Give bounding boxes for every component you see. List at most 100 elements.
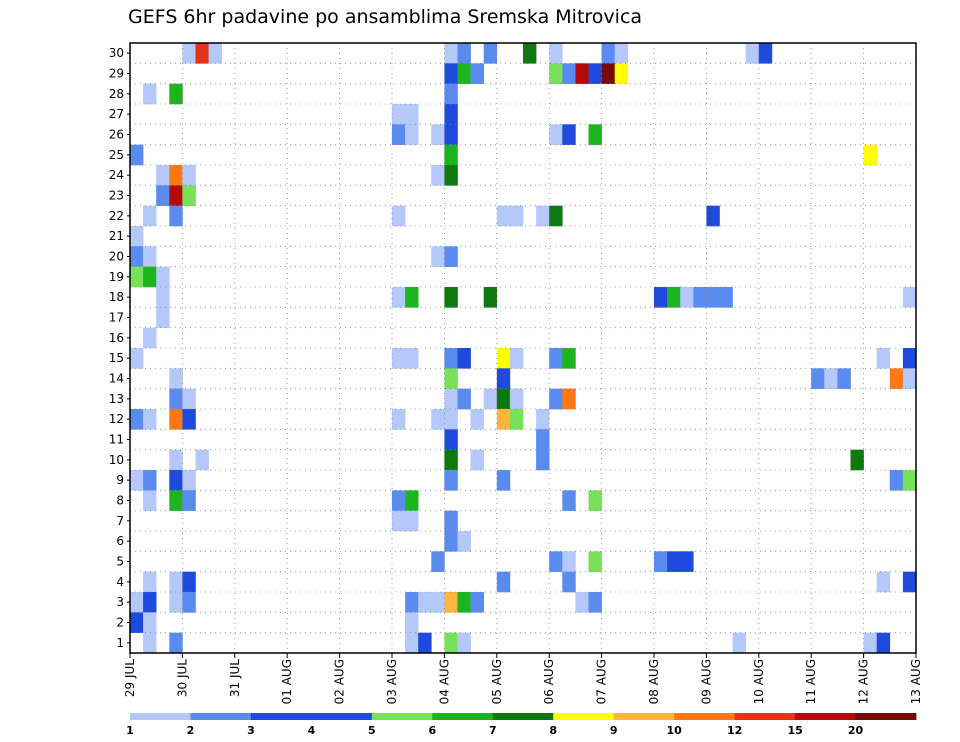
legend-label: 9 — [610, 724, 618, 737]
heatmap-cell — [496, 571, 511, 593]
heatmap-cell — [130, 246, 144, 267]
heatmap-cell — [169, 83, 183, 105]
heatmap-cell — [588, 124, 602, 145]
heatmap-cell — [130, 612, 144, 633]
heatmap-cell — [863, 144, 877, 166]
heatmap-cell — [182, 388, 196, 410]
heatmap-cell — [130, 470, 144, 491]
heatmap-cell — [444, 449, 458, 471]
legend-label: 10 — [667, 724, 683, 737]
y-tick-label: 3 — [116, 595, 124, 609]
heatmap-cell — [601, 63, 615, 84]
y-tick-label: 27 — [109, 107, 124, 121]
heatmap-cell — [758, 43, 773, 64]
heatmap-cell — [143, 246, 157, 267]
heatmap-cell — [562, 124, 576, 145]
heatmap-cell — [549, 388, 563, 410]
heatmap-cell — [156, 307, 170, 328]
heatmap-cell — [876, 348, 891, 369]
heatmap-cell — [444, 165, 458, 186]
y-tick-label: 12 — [109, 412, 124, 426]
heatmap-cell — [614, 63, 629, 84]
heatmap-cell — [588, 63, 602, 84]
heatmap-cell — [130, 592, 144, 613]
y-tick-label: 6 — [116, 534, 124, 548]
heatmap-cell — [470, 449, 484, 471]
heatmap-cell — [143, 327, 157, 349]
heatmap-cell — [431, 246, 445, 267]
heatmap-cell — [169, 185, 183, 206]
heatmap-cell — [876, 632, 891, 654]
heatmap-cell — [444, 287, 458, 308]
heatmap-cell — [392, 205, 406, 227]
y-tick-label: 18 — [109, 290, 124, 304]
legend-label: 3 — [247, 724, 255, 737]
heatmap-cell — [195, 449, 209, 471]
heatmap-cell — [392, 124, 406, 145]
heatmap-cell — [536, 449, 550, 471]
heatmap-cell — [509, 388, 524, 410]
y-tick-label: 1 — [116, 636, 124, 650]
heatmap-cell — [549, 124, 563, 145]
heatmap-cell — [182, 490, 196, 511]
heatmap-cell — [549, 348, 563, 369]
heatmap-cell — [169, 368, 183, 389]
heatmap-cell — [654, 551, 668, 572]
heatmap-cell — [667, 551, 681, 572]
legend-swatch — [855, 713, 917, 720]
heatmap-cell — [444, 124, 458, 145]
heatmap-cell — [889, 470, 904, 491]
heatmap-cell — [143, 83, 157, 105]
legend-label: 2 — [187, 724, 195, 737]
y-tick-label: 16 — [109, 331, 124, 345]
x-tick-label: 09 AUG — [699, 659, 713, 704]
heatmap-cell — [496, 348, 511, 369]
heatmap-cell — [418, 632, 432, 654]
heatmap-cell — [431, 165, 445, 186]
heatmap-cell — [876, 571, 891, 593]
y-tick-label: 9 — [116, 473, 124, 487]
heatmap-cell — [706, 287, 720, 308]
heatmap-cell — [562, 490, 576, 511]
legend-swatch — [795, 713, 856, 720]
heatmap-cell — [667, 287, 681, 308]
heatmap-cell — [182, 592, 196, 613]
legend-swatch — [311, 713, 373, 720]
heatmap-cell — [863, 632, 877, 654]
heatmap-cell — [575, 592, 589, 613]
heatmap-cell — [130, 266, 144, 288]
heatmap-cell — [496, 409, 511, 430]
heatmap-cell — [444, 531, 458, 552]
heatmap-cell — [496, 368, 511, 389]
y-tick-label: 2 — [116, 616, 124, 630]
heatmap-cell — [405, 104, 419, 125]
heatmap-cell — [470, 63, 484, 84]
heatmap-cell — [405, 612, 419, 633]
heatmap-cell — [457, 63, 471, 84]
heatmap-cell — [562, 388, 576, 410]
heatmap-cell — [680, 551, 694, 572]
legend-label: 8 — [549, 724, 557, 737]
heatmap-cell — [562, 348, 576, 369]
x-tick-label: 12 AUG — [857, 659, 871, 704]
y-tick-label: 30 — [109, 46, 124, 60]
heatmap-cell — [392, 287, 406, 308]
heatmap-cell — [706, 205, 720, 227]
heatmap-cell — [483, 388, 498, 410]
legend-label: 7 — [489, 724, 497, 737]
heatmap-cell — [693, 287, 707, 308]
y-tick-label: 26 — [109, 128, 124, 142]
heatmap-cell — [182, 43, 196, 64]
heatmap-cell — [169, 490, 183, 511]
heatmap-cell — [902, 368, 917, 389]
heatmap-cell — [562, 551, 576, 572]
y-axis: 1234567891011121314151617181920212223242… — [109, 46, 130, 650]
heatmap-cell — [169, 165, 183, 186]
heatmap-cell — [902, 348, 917, 369]
heatmap-cell — [444, 388, 458, 410]
x-tick-label: 11 AUG — [804, 659, 818, 704]
legend-swatch — [492, 713, 554, 720]
heatmap-cell — [588, 490, 602, 511]
heatmap-cell — [405, 348, 419, 369]
